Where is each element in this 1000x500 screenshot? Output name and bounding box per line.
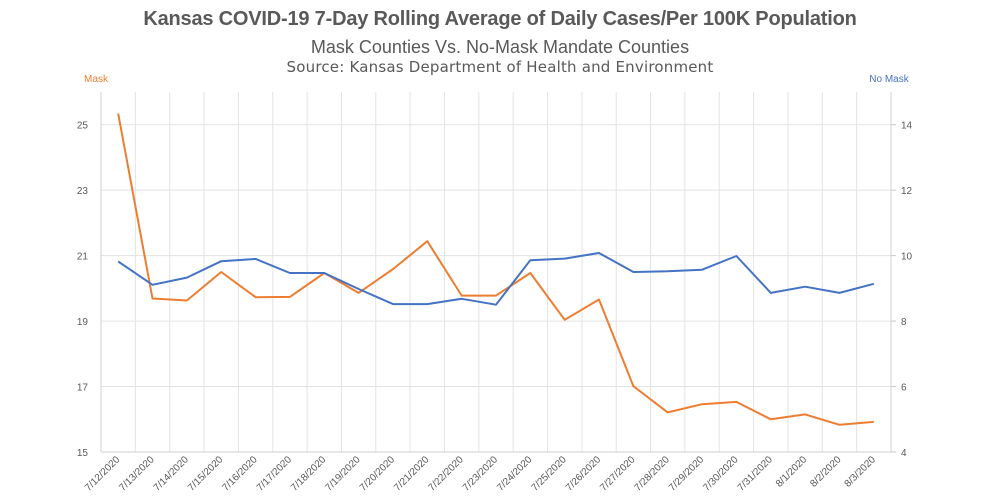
- chart-subtitle: Mask Counties Vs. No-Mask Mandate Counti…: [310, 37, 690, 57]
- left-axis-ticks: 15 17 19 21 23 25: [77, 121, 89, 459]
- x-tick-label: 7/20/2020: [358, 454, 398, 494]
- x-tick-label: 7/25/2020: [530, 454, 570, 494]
- right-axis-ticks: 4 6 8 10 12 14: [891, 121, 913, 459]
- right-tick-label: 14: [901, 121, 913, 132]
- left-axis-title: Mask: [84, 74, 109, 85]
- x-tick-label: 7/21/2020: [392, 454, 432, 494]
- x-tick-label: 7/13/2020: [117, 454, 157, 494]
- right-tick-label: 6: [901, 383, 907, 394]
- x-tick-label: 7/31/2020: [736, 454, 776, 494]
- x-axis-ticks: 7/12/20207/13/20207/14/20207/15/20207/16…: [83, 454, 878, 494]
- chart-source: Source: Kansas Department of Health and …: [286, 58, 714, 76]
- series-lines: [117, 113, 875, 426]
- x-tick-label: 7/26/2020: [564, 454, 604, 494]
- x-tick-label: 7/24/2020: [495, 454, 535, 494]
- left-tick-label: 23: [77, 186, 89, 197]
- x-tick-label: 8/2/2020: [808, 454, 844, 490]
- x-tick-label: 7/12/2020: [83, 454, 123, 494]
- right-tick-label: 8: [901, 317, 907, 328]
- chart-title: Kansas COVID-19 7-Day Rolling Average of…: [143, 8, 857, 30]
- right-tick-label: 4: [901, 448, 907, 459]
- x-tick-label: 7/28/2020: [633, 454, 673, 494]
- x-tick-label: 7/30/2020: [701, 454, 741, 494]
- x-tick-label: 7/19/2020: [323, 454, 363, 494]
- right-tick-label: 12: [901, 186, 913, 197]
- axes: [100, 92, 892, 453]
- x-tick-label: 8/3/2020: [843, 454, 879, 490]
- x-tick-label: 7/16/2020: [220, 454, 260, 494]
- x-tick-label: 7/17/2020: [255, 454, 295, 494]
- x-tick-label: 7/29/2020: [667, 454, 707, 494]
- x-tick-label: 7/14/2020: [152, 454, 192, 494]
- x-tick-label: 7/27/2020: [598, 454, 638, 494]
- left-tick-label: 25: [77, 121, 89, 132]
- x-tick-label: 7/23/2020: [461, 454, 501, 494]
- x-tick-label: 7/15/2020: [186, 454, 226, 494]
- x-tick-label: 7/22/2020: [427, 454, 467, 494]
- x-tick-label: 8/1/2020: [774, 454, 810, 490]
- right-tick-label: 10: [901, 252, 913, 263]
- right-axis-title: No Mask: [869, 74, 909, 85]
- left-tick-label: 17: [77, 383, 89, 394]
- left-tick-label: 19: [77, 317, 89, 328]
- x-tick-label: 7/18/2020: [289, 454, 329, 494]
- left-tick-label: 15: [77, 448, 89, 459]
- gridlines: [101, 92, 891, 453]
- left-tick-label: 21: [77, 252, 89, 263]
- series-line-no-mask: [117, 252, 875, 306]
- series-line-mask: [117, 113, 874, 426]
